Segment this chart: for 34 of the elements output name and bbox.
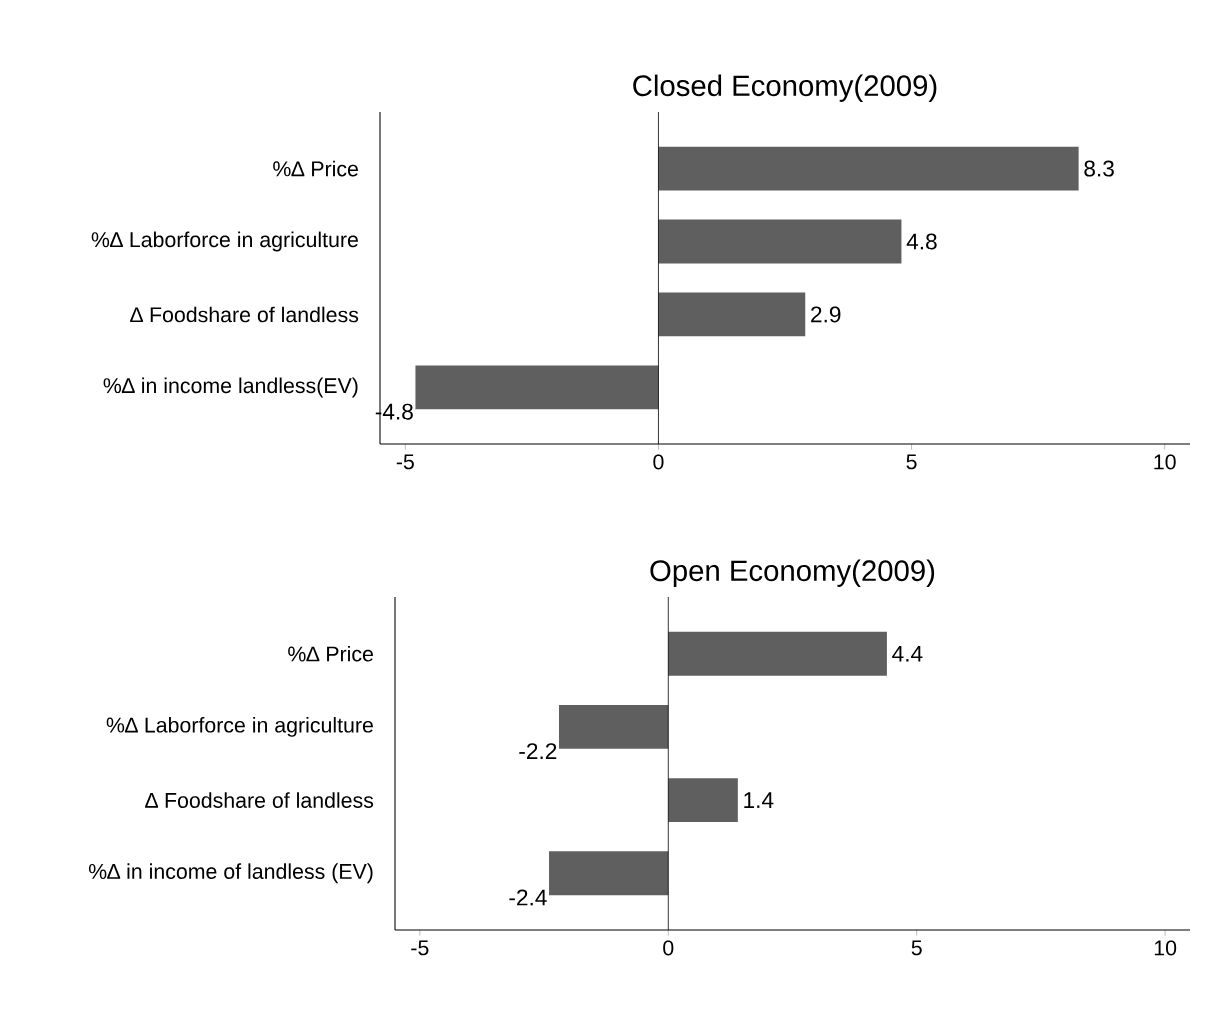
x-tick-label: -5 (396, 454, 414, 470)
y-tick-label: %∆ in income of landless (EV) (88, 863, 373, 884)
x-tick-label: 5 (911, 940, 922, 956)
data-label: 4.8 (906, 233, 937, 250)
chart-title: Open Economy(2009) (650, 559, 935, 587)
bar (668, 631, 887, 676)
y-tick-label: ∆ Foodshare of landless (145, 792, 374, 808)
bar (658, 292, 806, 337)
y-tick-label: %∆ in income landless(EV) (103, 377, 358, 398)
data-label: 8.3 (1084, 160, 1114, 177)
x-tick-label: 0 (653, 454, 664, 470)
x-tick-label: -5 (411, 940, 429, 956)
bar (549, 851, 669, 896)
x-tick-label: 0 (663, 940, 674, 956)
bar (658, 146, 1079, 191)
bar (558, 704, 669, 749)
y-tick-label: %∆ Price (273, 160, 358, 177)
y-tick-label: %∆ Price (288, 645, 373, 662)
chart-title: Closed Economy(2009) (633, 74, 937, 102)
data-label: 4.4 (892, 645, 923, 662)
data-label: 2.9 (811, 306, 841, 323)
data-label: -2.4 (509, 889, 547, 906)
bar (415, 365, 659, 410)
data-label: -2.2 (519, 743, 557, 759)
data-label: 1.4 (744, 792, 774, 808)
bar (658, 219, 902, 264)
data-label: -4.8 (375, 403, 413, 420)
x-tick-label: 10 (1154, 940, 1177, 956)
y-tick-label: %∆ Laborforce in agriculture (106, 716, 373, 737)
bar (668, 778, 738, 823)
x-tick-label: 10 (1154, 454, 1176, 470)
y-tick-label: %∆ Laborforce in agriculture (91, 231, 358, 252)
y-tick-label: ∆ Foodshare of landless (130, 306, 359, 323)
x-tick-label: 5 (906, 454, 917, 470)
